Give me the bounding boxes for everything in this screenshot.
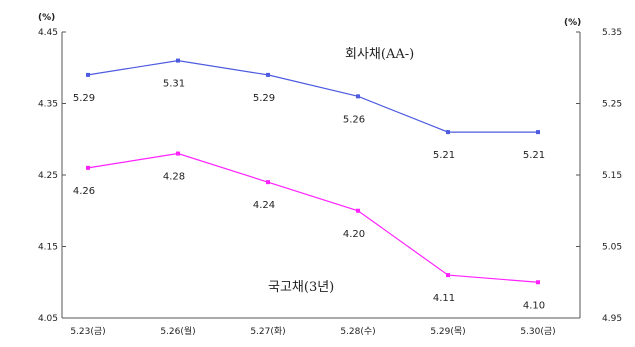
left-axis-ticks: 4.45 4.35 4.25 4.15 4.05 — [38, 28, 66, 324]
data-label: 4.20 — [343, 229, 365, 240]
series-point — [266, 180, 270, 185]
series-point — [266, 72, 270, 77]
series-point — [536, 280, 540, 285]
series-line — [87, 59, 538, 133]
data-label: 5.26 — [343, 114, 365, 125]
left-tick-label: 4.05 — [38, 314, 58, 324]
right-tick-label: 5.35 — [602, 28, 622, 38]
series-point — [446, 273, 450, 278]
right-axis-ticks: 5.35 5.25 5.15 5.05 4.95 — [576, 28, 622, 324]
right-tick-label: 5.05 — [602, 243, 622, 253]
right-tick-label: 5.15 — [602, 171, 622, 181]
x-tick-label: 5.23(금) — [70, 326, 105, 337]
x-tick-label: 5.30(금) — [520, 326, 555, 337]
left-tick-label: 4.35 — [38, 100, 58, 110]
series-point — [176, 151, 180, 156]
data-label: 4.24 — [253, 200, 275, 211]
series-point — [446, 130, 450, 135]
data-label: 5.29 — [73, 93, 95, 104]
series-line — [87, 152, 539, 283]
data-label: 4.26 — [73, 186, 95, 197]
series-point — [356, 94, 360, 99]
series-point — [356, 208, 360, 213]
left-axis-unit: (%) — [38, 13, 55, 23]
data-label: 4.11 — [433, 293, 455, 304]
left-tick-label: 4.25 — [38, 171, 58, 181]
x-tick-label: 5.27(화) — [250, 326, 285, 337]
series-point — [86, 72, 90, 77]
x-tick-label: 5.26(월) — [160, 325, 195, 337]
left-tick-label: 4.45 — [38, 28, 58, 38]
series-point — [536, 130, 540, 135]
data-label: 4.28 — [163, 172, 185, 183]
x-tick-label: 5.28(수) — [340, 326, 375, 337]
data-label: 5.21 — [523, 150, 545, 161]
series-layer: 5.29 5.31 5.29 5.26 5.21 5.21 4.26 4.28 4.24 4.20… — [73, 58, 545, 311]
left-tick-label: 4.15 — [38, 243, 58, 253]
right-axis-unit: (%) — [564, 18, 581, 28]
data-label: 5.21 — [433, 150, 455, 161]
series-point — [176, 58, 180, 63]
right-tick-label: 4.95 — [602, 314, 622, 324]
x-axis-ticks: 5.23(금) 5.26(월) 5.27(화) 5.28(수) 5.29(목) 5.30(… — [70, 325, 555, 337]
data-label: 5.29 — [253, 93, 275, 104]
data-label: 5.31 — [163, 79, 185, 90]
series-label-corporate-bond: 회사채(AA-) — [345, 47, 414, 62]
data-label: 4.10 — [523, 300, 545, 311]
x-tick-label: 5.29(목) — [430, 326, 465, 337]
right-tick-label: 5.25 — [602, 100, 622, 110]
series-label-treasury-bond: 국고채(3년) — [268, 280, 334, 295]
series-point — [86, 165, 90, 170]
